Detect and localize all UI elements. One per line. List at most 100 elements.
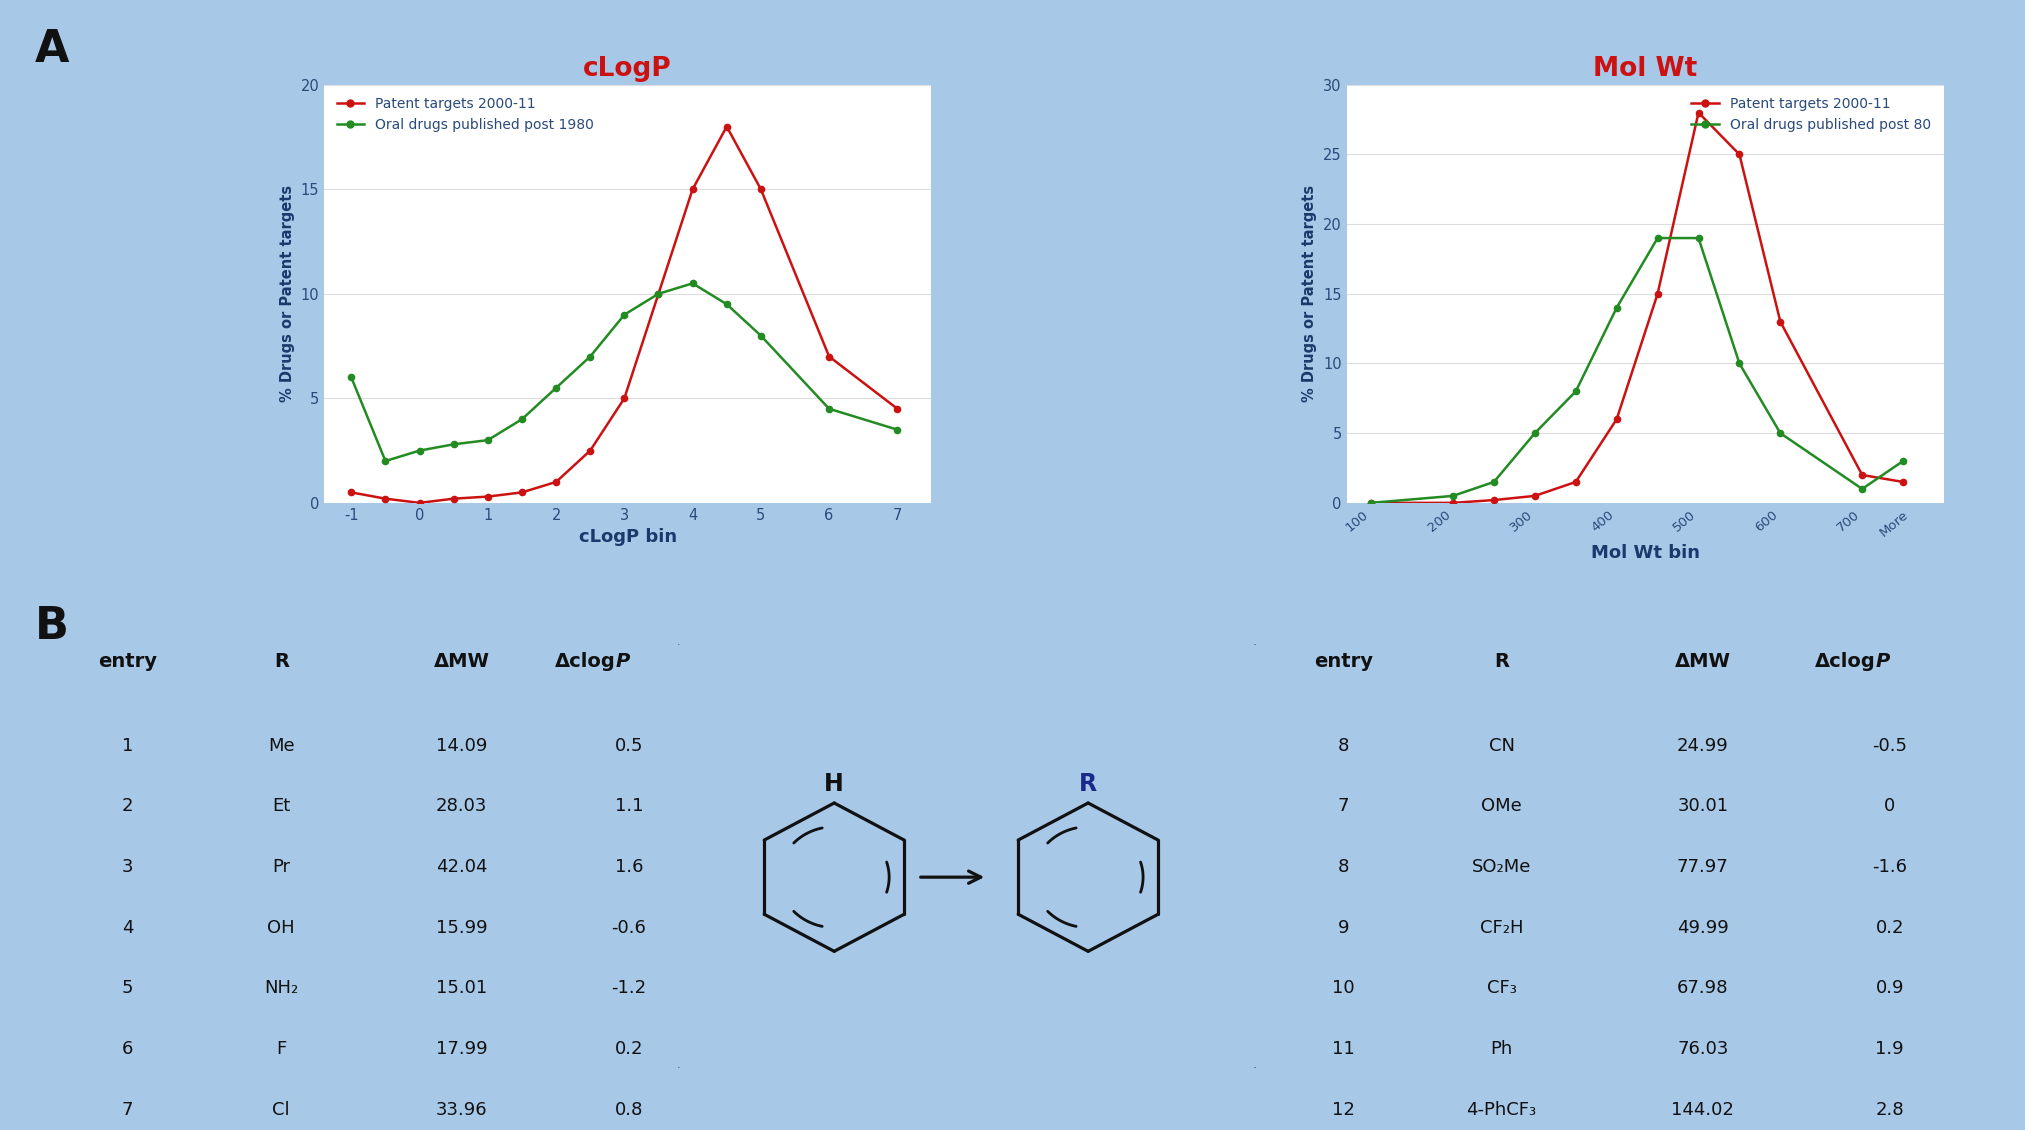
Text: 1: 1 bbox=[122, 737, 134, 755]
Text: 1.9: 1.9 bbox=[1875, 1040, 1904, 1058]
Patent targets 2000-11 bbox=[1604, 412, 1628, 426]
Text: Δclog: Δclog bbox=[555, 652, 616, 671]
Patent targets 2000-11 bbox=[885, 402, 909, 416]
Patent targets 2000-11 bbox=[612, 391, 636, 405]
Text: 12: 12 bbox=[1332, 1101, 1355, 1119]
Text: 67.98: 67.98 bbox=[1677, 980, 1729, 998]
Text: -1.6: -1.6 bbox=[1873, 858, 1908, 876]
Text: 7: 7 bbox=[1339, 798, 1349, 816]
Text: ΔMW: ΔMW bbox=[1675, 652, 1731, 671]
Patent targets 2000-11 bbox=[338, 486, 362, 499]
Text: 144.02: 144.02 bbox=[1671, 1101, 1733, 1119]
Text: 4: 4 bbox=[122, 919, 134, 937]
Text: 1.6: 1.6 bbox=[614, 858, 644, 876]
Text: 4-PhCF₃: 4-PhCF₃ bbox=[1466, 1101, 1537, 1119]
Text: 42.04: 42.04 bbox=[435, 858, 488, 876]
Patent targets 2000-11 bbox=[441, 492, 466, 505]
Oral drugs published post 80 bbox=[1687, 232, 1711, 245]
Oral drugs published post 80 bbox=[1359, 496, 1383, 510]
Line: Oral drugs published post 1980: Oral drugs published post 1980 bbox=[348, 280, 901, 464]
Text: 76.03: 76.03 bbox=[1677, 1040, 1729, 1058]
Text: Δclog: Δclog bbox=[1814, 652, 1875, 671]
Text: 2.8: 2.8 bbox=[1875, 1101, 1904, 1119]
Text: 15.99: 15.99 bbox=[435, 919, 488, 937]
Text: 7: 7 bbox=[122, 1101, 134, 1119]
Y-axis label: % Drugs or Patent targets: % Drugs or Patent targets bbox=[1302, 185, 1318, 402]
Text: 0.5: 0.5 bbox=[614, 737, 644, 755]
Oral drugs published post 1980 bbox=[476, 433, 500, 446]
Text: B: B bbox=[34, 605, 69, 647]
Oral drugs published post 80 bbox=[1604, 301, 1628, 314]
Text: 0.8: 0.8 bbox=[614, 1101, 644, 1119]
Text: -0.6: -0.6 bbox=[612, 919, 646, 937]
Text: P: P bbox=[1875, 652, 1889, 671]
Legend: Patent targets 2000-11, Oral drugs published post 80: Patent targets 2000-11, Oral drugs publi… bbox=[1687, 92, 1938, 138]
Patent targets 2000-11 bbox=[1563, 475, 1588, 488]
Y-axis label: % Drugs or Patent targets: % Drugs or Patent targets bbox=[279, 185, 296, 402]
Text: SO₂Me: SO₂Me bbox=[1472, 858, 1531, 876]
Text: 77.97: 77.97 bbox=[1677, 858, 1729, 876]
Oral drugs published post 80 bbox=[1646, 232, 1671, 245]
Oral drugs published post 1980 bbox=[545, 381, 569, 394]
Patent targets 2000-11 bbox=[1482, 494, 1507, 507]
Patent targets 2000-11 bbox=[510, 486, 535, 499]
Text: CN: CN bbox=[1488, 737, 1515, 755]
Oral drugs published post 80 bbox=[1482, 475, 1507, 488]
Text: CF₃: CF₃ bbox=[1486, 980, 1517, 998]
Text: CF₂H: CF₂H bbox=[1480, 919, 1523, 937]
Oral drugs published post 1980 bbox=[680, 277, 705, 290]
Patent targets 2000-11 bbox=[1687, 106, 1711, 120]
Text: OMe: OMe bbox=[1480, 798, 1523, 816]
Text: Ph: Ph bbox=[1490, 1040, 1513, 1058]
Text: 10: 10 bbox=[1332, 980, 1355, 998]
Oral drugs published post 1980 bbox=[373, 454, 397, 468]
Oral drugs published post 1980 bbox=[715, 297, 739, 311]
X-axis label: Mol Wt bin: Mol Wt bin bbox=[1592, 545, 1699, 563]
Text: 9: 9 bbox=[1339, 919, 1349, 937]
Text: Me: Me bbox=[267, 737, 294, 755]
FancyBboxPatch shape bbox=[676, 644, 1282, 1094]
Line: Oral drugs published post 80: Oral drugs published post 80 bbox=[1369, 235, 1906, 506]
Patent targets 2000-11 bbox=[1768, 315, 1792, 329]
Oral drugs published post 1980 bbox=[338, 371, 362, 384]
Text: 2: 2 bbox=[122, 798, 134, 816]
Text: P: P bbox=[616, 652, 630, 671]
Text: OH: OH bbox=[267, 919, 296, 937]
Text: 5: 5 bbox=[122, 980, 134, 998]
Text: Et: Et bbox=[271, 798, 290, 816]
Legend: Patent targets 2000-11, Oral drugs published post 1980: Patent targets 2000-11, Oral drugs publi… bbox=[330, 92, 599, 138]
Text: 15.01: 15.01 bbox=[435, 980, 488, 998]
Text: entry: entry bbox=[97, 652, 158, 671]
Text: 33.96: 33.96 bbox=[435, 1101, 488, 1119]
Oral drugs published post 1980 bbox=[646, 287, 670, 301]
Oral drugs published post 1980 bbox=[510, 412, 535, 426]
Text: 6: 6 bbox=[122, 1040, 134, 1058]
Patent targets 2000-11 bbox=[1727, 148, 1752, 162]
Patent targets 2000-11 bbox=[577, 444, 601, 458]
Text: Cl: Cl bbox=[273, 1101, 290, 1119]
Oral drugs published post 1980 bbox=[816, 402, 840, 416]
Text: -0.5: -0.5 bbox=[1873, 737, 1908, 755]
Text: 8: 8 bbox=[1339, 737, 1349, 755]
Oral drugs published post 80 bbox=[1442, 489, 1466, 503]
Patent targets 2000-11 bbox=[646, 287, 670, 301]
Oral drugs published post 1980 bbox=[885, 423, 909, 436]
Text: 1.1: 1.1 bbox=[614, 798, 644, 816]
Text: entry: entry bbox=[1314, 652, 1373, 671]
Text: 30.01: 30.01 bbox=[1677, 798, 1729, 816]
Patent targets 2000-11 bbox=[680, 182, 705, 195]
Text: 3: 3 bbox=[122, 858, 134, 876]
Text: 49.99: 49.99 bbox=[1677, 919, 1729, 937]
Text: 0.2: 0.2 bbox=[614, 1040, 644, 1058]
Title: Mol Wt: Mol Wt bbox=[1594, 56, 1697, 82]
FancyBboxPatch shape bbox=[670, 642, 1264, 1070]
Patent targets 2000-11 bbox=[1646, 287, 1671, 301]
Text: 0: 0 bbox=[1883, 798, 1895, 816]
Text: 8: 8 bbox=[1339, 858, 1349, 876]
Oral drugs published post 1980 bbox=[441, 437, 466, 451]
Line: Patent targets 2000-11: Patent targets 2000-11 bbox=[1369, 110, 1906, 506]
Text: 17.99: 17.99 bbox=[435, 1040, 488, 1058]
Oral drugs published post 1980 bbox=[612, 307, 636, 321]
Patent targets 2000-11 bbox=[407, 496, 431, 510]
Patent targets 2000-11 bbox=[1523, 489, 1547, 503]
